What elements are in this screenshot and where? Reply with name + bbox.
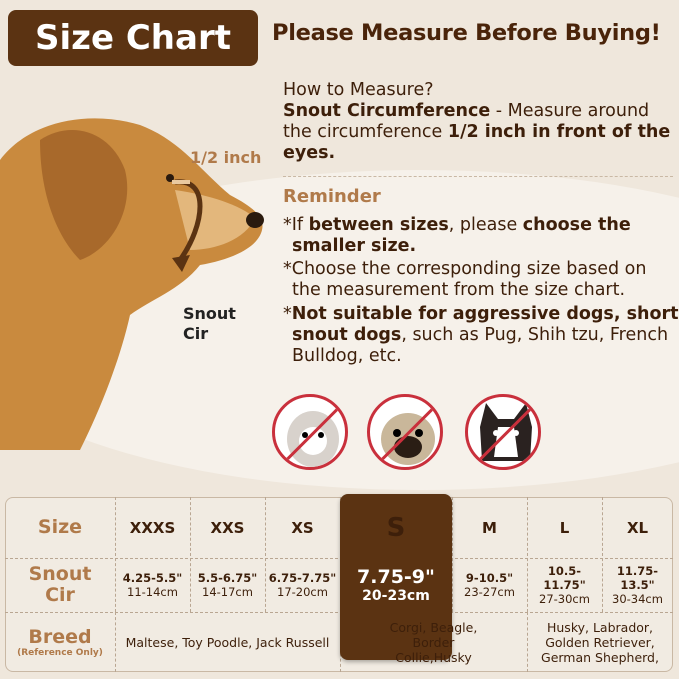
snout-inches: 10.5-11.75" (543, 564, 586, 592)
breed-cell: Husky, Labrador, Golden Retriever, Germa… (541, 619, 659, 665)
snout-cir-label: Snout Cir (183, 304, 236, 344)
reminder-heading: Reminder (283, 186, 381, 207)
size-table (5, 497, 673, 672)
no-french-bulldog-icon (465, 394, 541, 470)
size-value: XS (291, 518, 314, 537)
divider (283, 176, 673, 177)
size-value: M (482, 518, 497, 537)
snout-cell: 4.25-5.5" 11-14cm (115, 558, 190, 612)
size-chart-title: Size Chart (8, 10, 258, 66)
r1-e: . (409, 236, 417, 256)
size-cell: M (452, 497, 527, 558)
snout-cell: 10.5-11.75" 27-30cm (527, 558, 602, 612)
snout-inches: 11.75-13.5" (616, 564, 659, 592)
snout-inches: 6.75-7.75" (268, 571, 337, 585)
snout-inches: 5.5-6.75" (197, 571, 258, 585)
size-label: Size (37, 516, 83, 538)
r1-b: between sizes (308, 215, 449, 235)
snout-label-line2: Cir (183, 324, 209, 343)
snout-inches: 7.75-9" (357, 566, 435, 588)
r1-c: , please (448, 215, 523, 235)
row-label-snout: Snout Cir (5, 558, 115, 612)
size-value: L (559, 518, 570, 537)
size-cell: XXS (190, 497, 265, 558)
no-pug-icon (367, 394, 443, 470)
r3-c: , such as Pug, Shih tzu, French Bulldog,… (292, 325, 669, 366)
snout-cm: 20-23cm (362, 588, 430, 604)
snout-inches: 4.25-5.5" (122, 571, 183, 585)
column-divider (190, 497, 191, 612)
breed-note: (Reference Only) (17, 647, 103, 658)
how-bold-1: Snout Circumference (283, 101, 491, 121)
size-cell: L (527, 497, 602, 558)
how-bold-2: 1/2 inch in front of the eyes. (283, 122, 671, 163)
snout-cell: 5.5-6.75" 14-17cm (190, 558, 265, 612)
size-cell: XL (602, 497, 673, 558)
snout-cm: 23-27cm (464, 585, 515, 599)
size-value: XXXS (129, 518, 176, 537)
column-divider (527, 497, 528, 612)
snout-label-line1: Snout (183, 304, 236, 323)
breed-label: Breed (28, 625, 92, 648)
how-text: - Measure around the circumference (283, 101, 650, 142)
row-divider (5, 612, 673, 613)
how-to-measure: How to Measure? Snout Circumference - Me… (283, 80, 675, 164)
r3-a: * (283, 304, 292, 324)
snout-cell: 11.75-13.5" 30-34cm (602, 558, 673, 612)
reminder-3: *Not suitable for aggressive dogs, short… (283, 304, 679, 367)
breed-cell: Maltese, Toy Poodle, Jack Russell (125, 634, 330, 650)
column-divider (265, 497, 266, 612)
r1-a: *If (283, 215, 309, 235)
row-label-size: Size (5, 497, 115, 558)
reminder-2: *Choose the corresponding size based on … (283, 259, 647, 300)
reminder-1: *If between sizes, please choose the sma… (283, 215, 675, 257)
snout-inches: 9-10.5" (465, 571, 514, 585)
breed-cell: Corgi, Beagle, Border Collie,Husky (389, 619, 478, 665)
r1-d: choose the smaller size (292, 215, 631, 256)
snout-cm: 14-17cm (202, 585, 253, 599)
snout-cell: 7.75-9" 20-23cm (340, 558, 452, 612)
size-cell: XS (265, 497, 340, 558)
snout-cell: 9-10.5" 23-27cm (452, 558, 527, 612)
snout-cm: 11-14cm (127, 585, 178, 599)
r3-b: Not suitable for aggressive dogs, short … (291, 304, 679, 345)
headline: Please Measure Before Buying! (272, 20, 661, 46)
size-value: S (386, 512, 406, 543)
column-divider (115, 497, 116, 612)
column-divider (452, 497, 453, 612)
snout-cm: 27-30cm (539, 592, 590, 606)
row-divider (5, 558, 673, 559)
golden-retriever-image (0, 118, 264, 450)
cir-label: Cir (45, 584, 75, 606)
column-divider (602, 497, 603, 612)
snout-label: Snout (28, 563, 92, 585)
row-label-breed: Breed (Reference Only) (5, 612, 115, 672)
snout-cell: 6.75-7.75" 17-20cm (265, 558, 340, 612)
half-inch-label: 1/2 inch (190, 148, 262, 167)
column-divider (115, 612, 116, 672)
size-cell: S (340, 497, 452, 558)
size-value: XXS (210, 518, 245, 537)
size-value: XL (626, 518, 649, 537)
how-question: How to Measure? (283, 80, 434, 100)
column-divider (527, 612, 528, 672)
no-shih-tzu-icon (272, 394, 348, 470)
snout-cm: 30-34cm (612, 592, 663, 606)
snout-cm: 17-20cm (277, 585, 328, 599)
highlight-size-s (340, 494, 452, 660)
size-cell: XXXS (115, 497, 190, 558)
